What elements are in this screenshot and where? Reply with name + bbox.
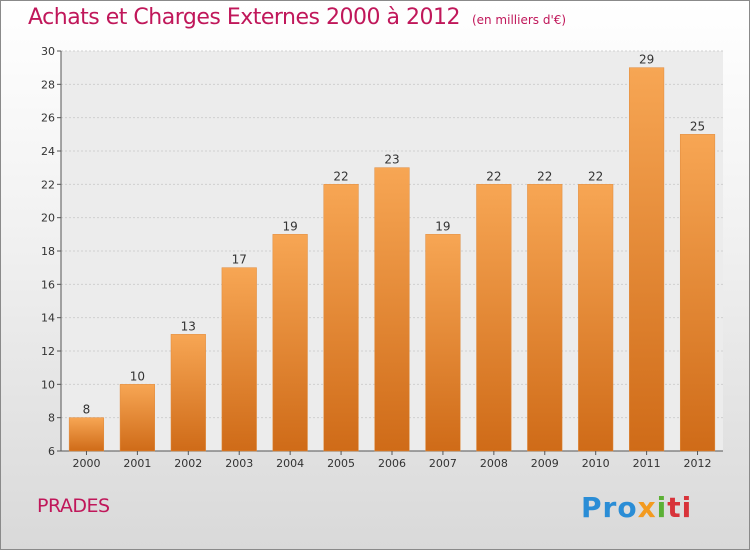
proxiti-logo: Proxiti: [581, 491, 693, 524]
x-tick-label-2011: 2011: [633, 457, 661, 470]
data-label-2002: 13: [181, 319, 196, 333]
x-tick-label-2005: 2005: [327, 457, 355, 470]
y-tick-label: 20: [41, 212, 55, 225]
data-label-2000: 8: [83, 403, 91, 417]
data-label-2005: 22: [333, 169, 348, 183]
chart-title: Achats et Charges Externes 2000 à 2012 (e…: [28, 5, 566, 30]
bar-2002: [170, 334, 206, 452]
data-label-2007: 19: [435, 219, 450, 233]
y-tick-label: 22: [41, 178, 55, 191]
y-tick-label: 30: [41, 45, 55, 58]
chart-title-text: Achats et Charges Externes 2000 à 2012: [28, 5, 460, 30]
data-label-2001: 10: [130, 369, 145, 383]
x-tick-label-2002: 2002: [174, 457, 202, 470]
y-tick-label: 10: [41, 378, 55, 391]
bar-2006: [374, 167, 410, 452]
data-label-2003: 17: [232, 253, 247, 267]
x-tick-label-2000: 2000: [72, 457, 100, 470]
chart-unit: (en milliers d'€): [471, 13, 567, 27]
y-tick-label: 24: [41, 145, 55, 158]
y-tick-label: 12: [41, 345, 55, 358]
x-tick-label-2008: 2008: [480, 457, 508, 470]
x-tick-label-2010: 2010: [582, 457, 610, 470]
bar-2012: [679, 134, 716, 452]
data-label-2011: 29: [639, 53, 654, 67]
y-tick-label: 16: [41, 278, 55, 291]
data-label-2008: 22: [486, 169, 501, 183]
data-label-2012: 25: [690, 119, 705, 133]
y-tick-label: 14: [41, 312, 55, 325]
bar-2009: [527, 184, 563, 452]
bar-2008: [476, 184, 512, 452]
x-tick-label-2001: 2001: [123, 457, 151, 470]
bar-2001: [119, 384, 155, 452]
y-tick-label: 6: [48, 445, 55, 458]
bar-2007: [425, 234, 461, 452]
y-tick-label: 8: [48, 412, 55, 425]
bar-2004: [272, 234, 308, 452]
x-tick-label-2004: 2004: [276, 457, 304, 470]
x-tick-label-2003: 2003: [225, 457, 253, 470]
bar-2010: [578, 184, 614, 452]
bar-2000: [68, 417, 105, 452]
data-label-2009: 22: [537, 169, 552, 183]
bar-2003: [221, 267, 257, 452]
bar-2005: [323, 184, 359, 452]
x-tick-label-2006: 2006: [378, 457, 406, 470]
x-tick-label-2009: 2009: [531, 457, 559, 470]
y-tick-label: 28: [41, 78, 55, 91]
data-label-2010: 22: [588, 169, 603, 183]
bar-2011: [629, 67, 665, 452]
x-tick-label-2012: 2012: [684, 457, 712, 470]
location-label: PRADES: [37, 495, 110, 517]
x-tick-label-2007: 2007: [429, 457, 457, 470]
data-label-2004: 19: [283, 219, 298, 233]
data-label-2006: 23: [384, 153, 399, 167]
y-tick-label: 26: [41, 112, 55, 125]
y-tick-label: 18: [41, 245, 55, 258]
